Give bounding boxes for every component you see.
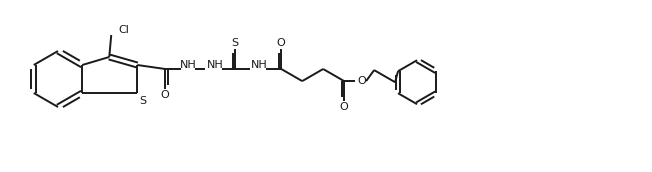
Text: O: O xyxy=(277,38,286,48)
Text: O: O xyxy=(358,76,366,86)
Text: O: O xyxy=(340,102,349,112)
Text: NH: NH xyxy=(251,60,267,70)
Text: NH: NH xyxy=(207,60,224,70)
Text: NH: NH xyxy=(180,60,197,70)
Text: O: O xyxy=(161,90,170,100)
Text: S: S xyxy=(140,96,147,106)
Text: S: S xyxy=(231,38,239,48)
Text: Cl: Cl xyxy=(118,25,129,35)
